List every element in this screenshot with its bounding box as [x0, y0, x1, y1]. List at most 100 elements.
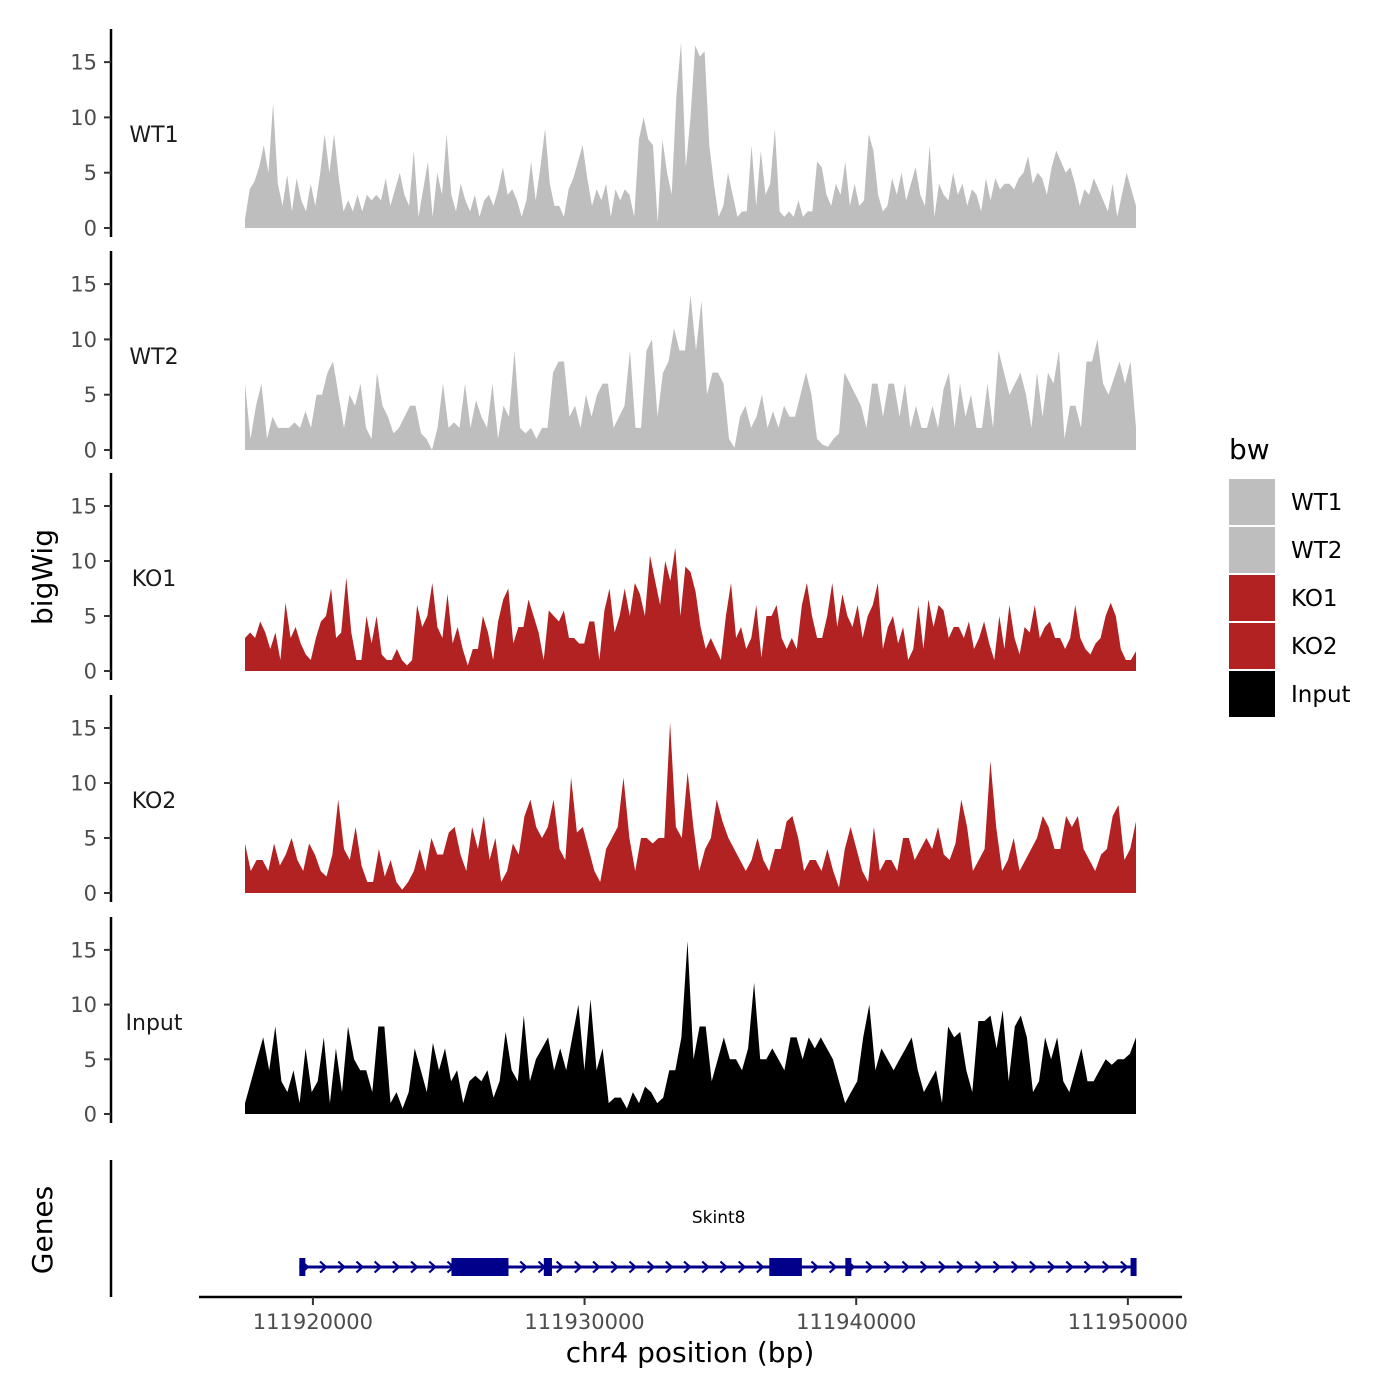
strand-arrow: [683, 1260, 692, 1274]
x-axis-title: chr4 position (bp): [566, 1336, 815, 1369]
legend-key-input: [1229, 671, 1275, 717]
legend-label-ko1: KO1: [1291, 586, 1338, 612]
track-ko2: 0 5 10 15 KO2: [70, 695, 1136, 906]
x-axis: 111920000 111930000 111940000 111950000: [199, 1295, 1188, 1334]
strand-arrow: [883, 1260, 892, 1274]
legend-label-wt2: WT2: [1291, 538, 1342, 564]
track-wt1: 0 5 10 15 WT1: [70, 29, 1136, 241]
strand-arrow: [665, 1260, 674, 1274]
coverage-tracks: 0 5 10 15 WT1 0 5 10 15 WT2 0 5 10 15 KO1 0 5 10 15 KO2 0 5 10…: [70, 29, 1136, 1127]
gene-exon: [769, 1258, 802, 1276]
gene-exon: [451, 1258, 509, 1276]
strand-arrow: [956, 1260, 965, 1274]
legend-key-wt1: [1229, 479, 1275, 525]
coverage-area-wt2: [245, 295, 1136, 450]
strand-arrow: [1120, 1260, 1129, 1274]
strand-arrow: [1010, 1260, 1020, 1274]
strand-arrow: [428, 1260, 437, 1274]
strand-arrow: [392, 1260, 401, 1274]
y-tick-label: 10: [70, 550, 97, 574]
strand-arrow: [1065, 1260, 1074, 1274]
y-tick-label: 10: [70, 993, 97, 1017]
y-tick-label: 15: [70, 717, 97, 741]
track-label-ko1: KO1: [132, 567, 177, 592]
strand-arrow: [519, 1260, 528, 1274]
legend-label-wt1: WT1: [1291, 490, 1342, 516]
y-tick-label: 10: [70, 328, 97, 352]
track-input: 0 5 10 15 Input: [70, 917, 1136, 1127]
strand-arrow: [701, 1260, 710, 1274]
y-tick-label: 10: [70, 772, 97, 796]
y-tick-label: 5: [84, 1048, 97, 1072]
y-tick-label: 0: [84, 439, 97, 463]
x-tick-label: 111930000: [524, 1310, 644, 1334]
strand-arrow: [810, 1260, 820, 1274]
strand-arrow: [737, 1260, 747, 1274]
strand-arrow: [628, 1260, 638, 1274]
y-axis-title: bigWig: [26, 529, 59, 625]
strand-arrow: [646, 1260, 656, 1274]
legend: bw WT1 WT2 KO1 KO2 Input: [1229, 433, 1351, 717]
y-tick-label: 5: [84, 827, 97, 851]
gene-exon: [543, 1258, 552, 1276]
strand-arrow: [719, 1260, 729, 1274]
y-tick-label: 5: [84, 161, 97, 185]
strand-arrow: [756, 1260, 765, 1274]
coverage-area-wt1: [245, 42, 1136, 229]
y-tick-label: 15: [70, 495, 97, 519]
legend-key-ko1: [1229, 575, 1275, 621]
legend-label-ko2: KO2: [1291, 634, 1338, 660]
strand-arrow: [938, 1260, 947, 1274]
y-tick-label: 5: [84, 383, 97, 407]
strand-arrow: [610, 1260, 619, 1274]
track-label-wt1: WT1: [129, 123, 178, 148]
coverage-area-ko2: [245, 722, 1136, 893]
strand-arrow: [992, 1260, 1002, 1274]
gene-exon: [299, 1258, 306, 1276]
gene-track: Skint8: [109, 1160, 1137, 1297]
strand-arrow: [865, 1260, 874, 1274]
gene-exon: [845, 1258, 852, 1276]
legend-title: bw: [1229, 433, 1270, 466]
track-label-input: Input: [126, 1011, 183, 1036]
y-tick-label: 5: [84, 605, 97, 629]
strand-arrow: [1083, 1260, 1093, 1274]
y-tick-label: 10: [70, 106, 97, 130]
y-tick-label: 0: [84, 660, 97, 684]
strand-arrow: [319, 1260, 328, 1274]
x-tick-label: 111920000: [253, 1310, 373, 1334]
track-wt2: 0 5 10 15 WT2: [70, 251, 1136, 463]
y-tick-label: 0: [84, 882, 97, 906]
legend-key-wt2: [1229, 527, 1275, 573]
coverage-area-ko1: [245, 547, 1136, 671]
strand-arrow: [1047, 1260, 1056, 1274]
strand-arrow: [337, 1260, 346, 1274]
strand-arrow: [1029, 1260, 1038, 1274]
track-label-wt2: WT2: [129, 345, 178, 370]
strand-arrow: [555, 1260, 565, 1274]
strand-arrow: [1101, 1260, 1111, 1274]
strand-arrow: [574, 1260, 583, 1274]
y-tick-label: 0: [84, 1103, 97, 1127]
gene-track-title: Genes: [26, 1186, 59, 1274]
track-label-ko2: KO2: [132, 789, 177, 814]
y-tick-label: 15: [70, 938, 97, 962]
strand-arrow: [410, 1260, 419, 1274]
strand-arrow: [901, 1260, 911, 1274]
strand-arrow: [828, 1260, 838, 1274]
gene-label: Skint8: [692, 1208, 746, 1228]
legend-label-input: Input: [1291, 682, 1351, 708]
strand-arrow: [919, 1260, 929, 1274]
strand-arrow: [974, 1260, 983, 1274]
gene-exon: [1130, 1258, 1137, 1276]
x-tick-label: 111940000: [796, 1310, 916, 1334]
track-ko1: 0 5 10 15 KO1: [70, 473, 1136, 684]
strand-arrow: [355, 1260, 365, 1274]
legend-key-ko2: [1229, 623, 1275, 669]
y-tick-label: 15: [70, 273, 97, 297]
y-tick-label: 0: [84, 217, 97, 241]
strand-arrow: [592, 1260, 601, 1274]
y-tick-label: 15: [70, 51, 97, 75]
coverage-area-input: [245, 941, 1136, 1114]
